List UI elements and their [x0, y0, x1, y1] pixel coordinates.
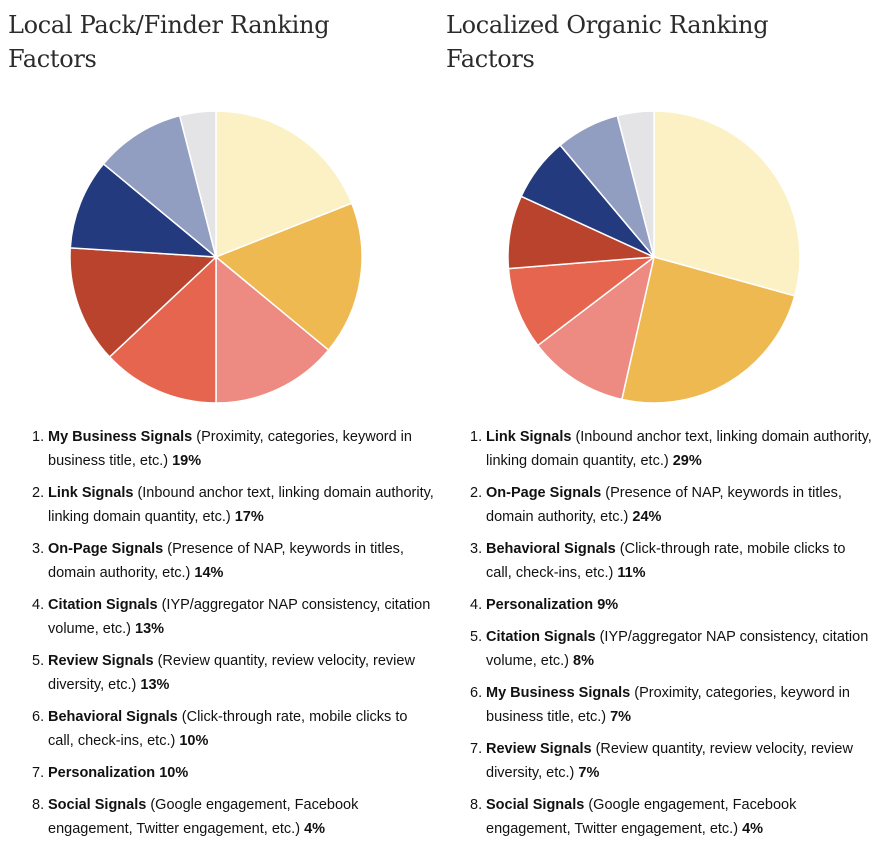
factor-percent: 19% [172, 453, 202, 469]
factor-name: Review Signals [48, 653, 154, 669]
factor-percent: 14% [194, 565, 224, 581]
factor-rank: 1. [32, 429, 45, 445]
factor-list-item: 8. Social Signals (Google engagement, Fac… [470, 793, 875, 841]
factor-detail: (Review quantity, review velocity, revie… [48, 653, 415, 693]
factor-rank: 4. [470, 597, 483, 613]
factor-detail: (Presence of NAP, keywords in titles, do… [48, 541, 404, 581]
factor-rank: 5. [32, 653, 45, 669]
factor-detail: (Google engagement, Facebook engagement,… [48, 797, 359, 837]
factor-name: On-Page Signals [48, 541, 164, 557]
factor-percent: 24% [632, 509, 662, 525]
factor-detail: (IYP/aggregator NAP consistency, citatio… [48, 597, 431, 637]
factor-detail: (Click-through rate, mobile clicks to ca… [486, 541, 846, 581]
factor-rank: 6. [32, 709, 45, 725]
pie-slice-link-signals [214, 202, 363, 352]
factor-detail: (Review quantity, review velocity, revie… [486, 741, 853, 781]
factor-rank: 1. [470, 429, 483, 445]
factor-name: Personalization [48, 765, 156, 781]
pie-slice-on-page-signals [215, 255, 330, 404]
factor-detail: (Proximity, categories, keyword in busin… [48, 429, 412, 469]
factor-percent: 10% [159, 765, 189, 781]
local-pack-panel: Local Pack/Finder Ranking Factors 1. My B… [8, 0, 438, 854]
factor-name: Review Signals [486, 741, 592, 757]
factor-rank: 8. [470, 797, 483, 813]
factor-rank: 3. [470, 541, 483, 557]
factor-name: Social Signals [48, 797, 147, 813]
pie-slice-behavioral-signals [69, 162, 219, 258]
pie-slice-my-business-signals [215, 110, 353, 259]
factor-list-item: 1. My Business Signals (Proximity, catego… [32, 425, 437, 473]
factor-percent: 4% [742, 821, 764, 837]
factor-rank: 2. [470, 485, 483, 501]
factor-list-item: 5. Citation Signals (IYP/aggregator NAP c… [470, 625, 875, 673]
factor-list-item: 4. Citation Signals (IYP/aggregator NAP c… [32, 593, 437, 641]
factor-detail: (IYP/aggregator NAP consistency, citatio… [486, 629, 869, 669]
factor-rank: 5. [470, 629, 483, 645]
factor-detail: (Presence of NAP, keywords in titles, do… [486, 485, 842, 525]
factor-name: Behavioral Signals [486, 541, 616, 557]
factor-percent: 9% [597, 597, 619, 613]
factor-detail: (Proximity, categories, keyword in busin… [486, 685, 850, 725]
factor-list-item: 4. Personalization 9% [470, 593, 875, 617]
pie-slice-social-signals [178, 110, 217, 258]
pie-slice-on-page-signals [620, 256, 796, 404]
factor-name: Personalization [486, 597, 594, 613]
factor-rank: 7. [32, 765, 45, 781]
factor-list-item: 5. Review Signals (Review quantity, revie… [32, 649, 437, 697]
factor-rank: 4. [32, 597, 45, 613]
factor-detail: (Click-through rate, mobile clicks to ca… [48, 709, 408, 749]
factor-rank: 3. [32, 541, 45, 557]
factor-list-item: 2. On-Page Signals (Presence of NAP, keyw… [470, 481, 875, 529]
pie-slice-personalization [507, 256, 657, 347]
factor-percent: 8% [573, 653, 594, 669]
factor-percent: 17% [234, 509, 264, 525]
factor-percent: 7% [610, 709, 632, 725]
factor-rank: 2. [32, 485, 45, 501]
factor-list-item: 6. Behavioral Signals (Click-through rate… [32, 705, 437, 753]
factor-percent: 11% [617, 565, 646, 581]
chart-title: Local Pack/Finder Ranking Factors [8, 11, 330, 73]
local-pack-factor-list: 1. My Business Signals (Proximity, catego… [32, 425, 437, 849]
factor-rank: 8. [32, 797, 45, 813]
factor-name: My Business Signals [48, 429, 193, 445]
factor-list-item: 7. Review Signals (Review quantity, revie… [470, 737, 875, 785]
factor-name: Citation Signals [48, 597, 158, 613]
factor-list-item: 3. Behavioral Signals (Click-through rate… [470, 537, 875, 585]
pie-slice-personalization [102, 114, 218, 260]
factor-list-item: 8. Social Signals (Google engagement, Fac… [32, 793, 437, 841]
factor-detail: (Inbound anchor text, linking domain aut… [48, 485, 434, 525]
factor-percent: 10% [179, 733, 209, 749]
pie-slice-review-signals [69, 247, 218, 359]
factor-name: Link Signals [48, 485, 134, 501]
localized-organic-factor-list: 1. Link Signals (Inbound anchor text, lin… [470, 425, 875, 849]
chart-title: Localized Organic Ranking Factors [446, 11, 769, 73]
factor-detail: (Inbound anchor text, linking domain aut… [486, 429, 872, 469]
factor-name: Behavioral Signals [48, 709, 178, 725]
factor-detail: (Google engagement, Facebook engagement,… [486, 797, 797, 837]
factor-percent: 13% [135, 621, 165, 637]
factor-rank: 7. [470, 741, 483, 757]
factor-list-item: 7. Personalization 10% [32, 761, 437, 785]
localized-organic-panel: Localized Organic Ranking Factors 1. Link… [446, 0, 876, 854]
pie-slice-behavioral-signals [536, 255, 656, 401]
factor-name: My Business Signals [486, 685, 631, 701]
factor-name: Citation Signals [486, 629, 596, 645]
factor-name: Link Signals [486, 429, 572, 445]
factor-list-item: 1. Link Signals (Inbound anchor text, lin… [470, 425, 875, 473]
factor-list-item: 3. On-Page Signals (Presence of NAP, keyw… [32, 537, 437, 585]
pie-slice-link-signals [653, 110, 801, 297]
factor-list-item: 6. My Business Signals (Proximity, catego… [470, 681, 875, 729]
factor-percent: 29% [672, 453, 702, 469]
factor-rank: 6. [470, 685, 483, 701]
factor-list-item: 2. Link Signals (Inbound anchor text, lin… [32, 481, 437, 529]
pie-slice-social-signals [616, 110, 655, 258]
local-pack-pie-chart [69, 110, 363, 404]
factor-percent: 7% [578, 765, 600, 781]
factor-percent: 4% [304, 821, 326, 837]
factor-percent: 13% [140, 677, 170, 693]
localized-organic-pie-chart [507, 110, 801, 404]
pie-slice-citation-signals [108, 255, 217, 404]
factor-name: Social Signals [486, 797, 585, 813]
factor-name: On-Page Signals [486, 485, 602, 501]
